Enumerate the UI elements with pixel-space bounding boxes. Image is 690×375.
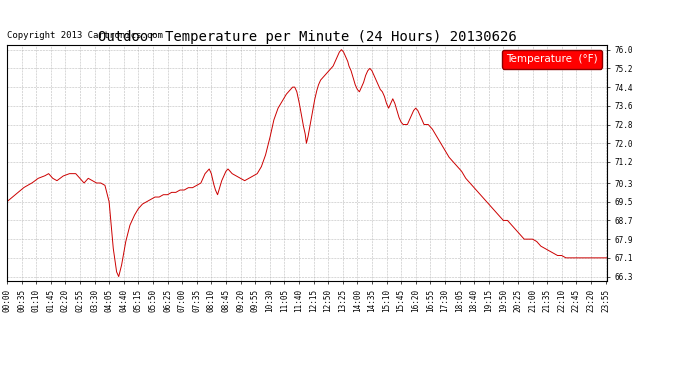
- Title: Outdoor Temperature per Minute (24 Hours) 20130626: Outdoor Temperature per Minute (24 Hours…: [98, 30, 516, 44]
- Text: Copyright 2013 Cartronics.com: Copyright 2013 Cartronics.com: [7, 31, 163, 40]
- Legend: Temperature  (°F): Temperature (°F): [502, 50, 602, 69]
